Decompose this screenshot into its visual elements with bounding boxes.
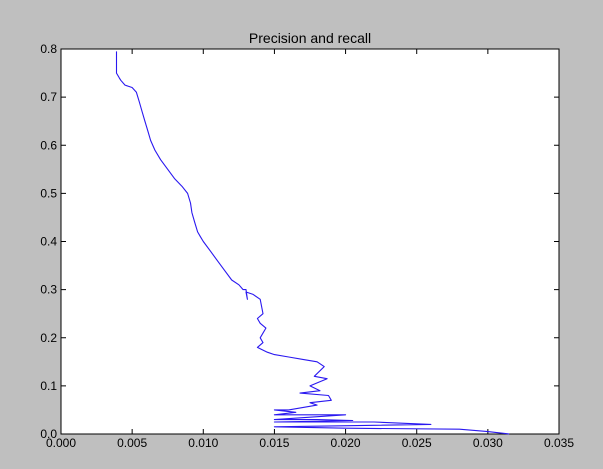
y-tick-label: 0.2 xyxy=(40,331,57,345)
x-tick-label: 0.015 xyxy=(259,436,289,450)
y-tick-label: 0.7 xyxy=(40,90,57,104)
y-tick-label: 0.8 xyxy=(40,42,57,56)
chart-title: Precision and recall xyxy=(249,30,371,46)
plot-area xyxy=(60,48,560,435)
x-tick-label: 0.005 xyxy=(117,436,147,450)
x-tick-label: 0.000 xyxy=(46,436,76,450)
x-tick-label: 0.025 xyxy=(402,436,432,450)
y-tick-label: 0.3 xyxy=(40,283,57,297)
precision-recall-line xyxy=(115,51,510,435)
y-tick-label: 0.5 xyxy=(40,186,57,200)
y-tick-label: 0.0 xyxy=(40,427,57,441)
y-axis: 0.0 0.1 0.2 0.3 0.4 0.5 0.6 0.7 0.8 xyxy=(40,42,559,441)
x-axis: 0.000 0.005 0.010 0.015 0.020 0.025 0.030 0.035 xyxy=(46,49,574,450)
x-tick-label: 0.020 xyxy=(331,436,361,450)
y-tick-label: 0.4 xyxy=(40,235,57,249)
y-tick-label: 0.1 xyxy=(40,379,57,393)
x-tick-label: 0.030 xyxy=(473,436,503,450)
x-tick-label: 0.010 xyxy=(188,436,218,450)
x-tick-label: 0.035 xyxy=(544,436,574,450)
y-tick-label: 0.6 xyxy=(40,138,57,152)
